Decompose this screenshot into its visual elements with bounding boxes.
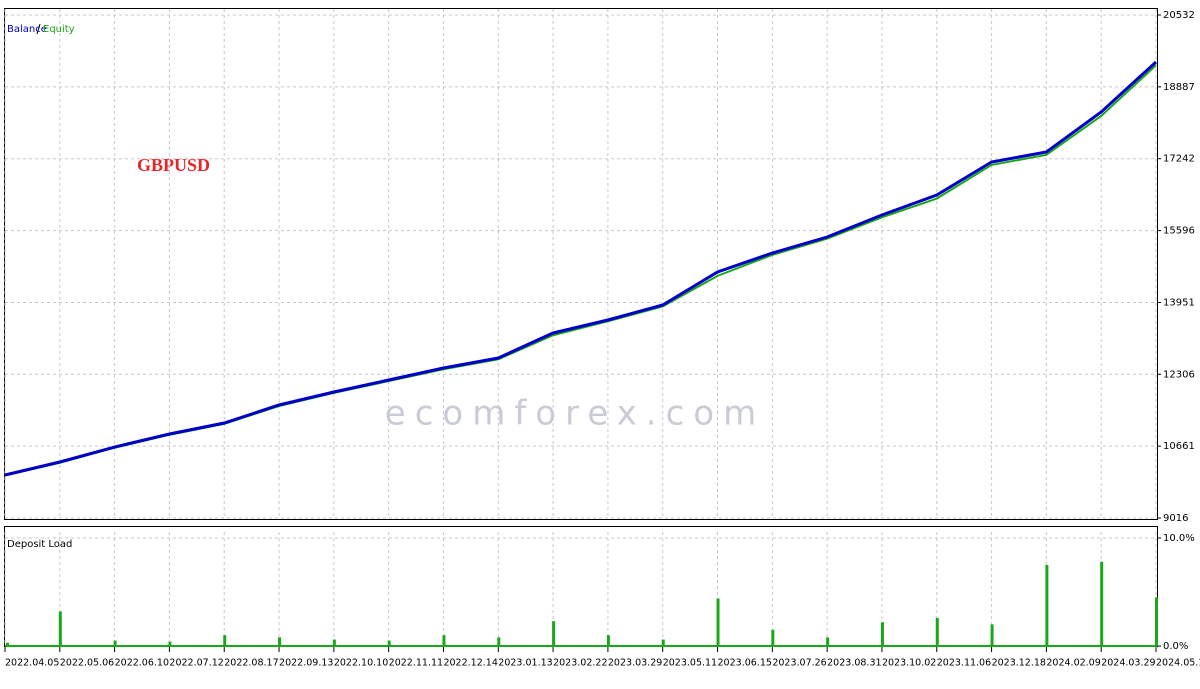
bar xyxy=(168,641,172,646)
y-tick-label: 10661 xyxy=(1163,441,1195,452)
bar xyxy=(387,640,391,646)
panel-title: Deposit Load xyxy=(7,539,72,550)
bar xyxy=(990,624,994,646)
x-tick-label: 2024.02.09 xyxy=(1046,658,1100,669)
bar xyxy=(223,635,227,646)
x-tick-label: 2022.07.12 xyxy=(169,658,223,669)
x-tick-label: 2023.08.31 xyxy=(827,658,881,669)
bar xyxy=(58,611,62,646)
bar xyxy=(880,622,884,646)
x-tick-label: 2022.12.14 xyxy=(443,658,497,669)
bar xyxy=(1100,561,1104,646)
bar xyxy=(716,598,720,646)
bar xyxy=(826,637,830,646)
x-tick-label: 2023.02.22 xyxy=(553,658,607,669)
annotation: GBPUSD xyxy=(137,155,210,175)
bar xyxy=(935,617,939,646)
x-tick-label: 2023.05.11 xyxy=(663,658,717,669)
y-tick-label: 15596 xyxy=(1163,226,1195,237)
y-tick-label: 20532 xyxy=(1163,10,1195,21)
y-tick-label: 13951 xyxy=(1163,297,1195,308)
bar xyxy=(1045,565,1049,646)
bar xyxy=(442,635,446,646)
bar xyxy=(1155,597,1158,646)
y-tick-label: 10.0% xyxy=(1163,533,1195,544)
legend-separator xyxy=(36,23,41,35)
bar xyxy=(661,639,665,646)
y-tick-label: 18887 xyxy=(1163,82,1195,93)
bar xyxy=(771,629,775,646)
y-tick-label: 12306 xyxy=(1163,369,1195,380)
y-tick-label: 17242 xyxy=(1163,154,1195,165)
x-tick-label: 2023.06.15 xyxy=(718,658,772,669)
x-tick-label: 2023.03.29 xyxy=(608,658,662,669)
bar xyxy=(606,635,610,646)
x-tick-label: 2022.04.05 xyxy=(5,658,59,669)
y-tick-label: 0.0% xyxy=(1163,641,1188,652)
x-tick-label: 2022.09.13 xyxy=(279,658,333,669)
x-tick-label: 2023.12.18 xyxy=(992,658,1046,669)
bar xyxy=(552,621,556,646)
series-line xyxy=(4,60,1158,477)
x-tick-label: 2023.10.02 xyxy=(882,658,936,669)
x-tick-label: 2024.05.16 xyxy=(1156,658,1200,669)
bar xyxy=(332,639,336,646)
y-tick-label: 9016 xyxy=(1163,513,1188,524)
x-tick-label: 2023.01.13 xyxy=(498,658,552,669)
watermark: ecomforex.com xyxy=(385,394,765,434)
x-tick-label: 2024.03.29 xyxy=(1101,658,1155,669)
legend-entry: Balance xyxy=(7,24,47,35)
bar xyxy=(6,642,9,646)
bar xyxy=(278,637,282,646)
x-tick-label: 2023.11.06 xyxy=(937,658,991,669)
x-tick-label: 2022.06.10 xyxy=(115,658,169,669)
x-tick-label: 2022.11.11 xyxy=(389,658,443,669)
legend-entry: Equity xyxy=(43,24,75,35)
x-tick-label: 2023.07.26 xyxy=(772,658,826,669)
bar xyxy=(497,637,501,646)
bar xyxy=(113,640,117,646)
x-tick-label: 2022.08.17 xyxy=(224,658,278,669)
x-tick-label: 2022.05.06 xyxy=(60,658,114,669)
x-tick-label: 2022.10.10 xyxy=(334,658,388,669)
